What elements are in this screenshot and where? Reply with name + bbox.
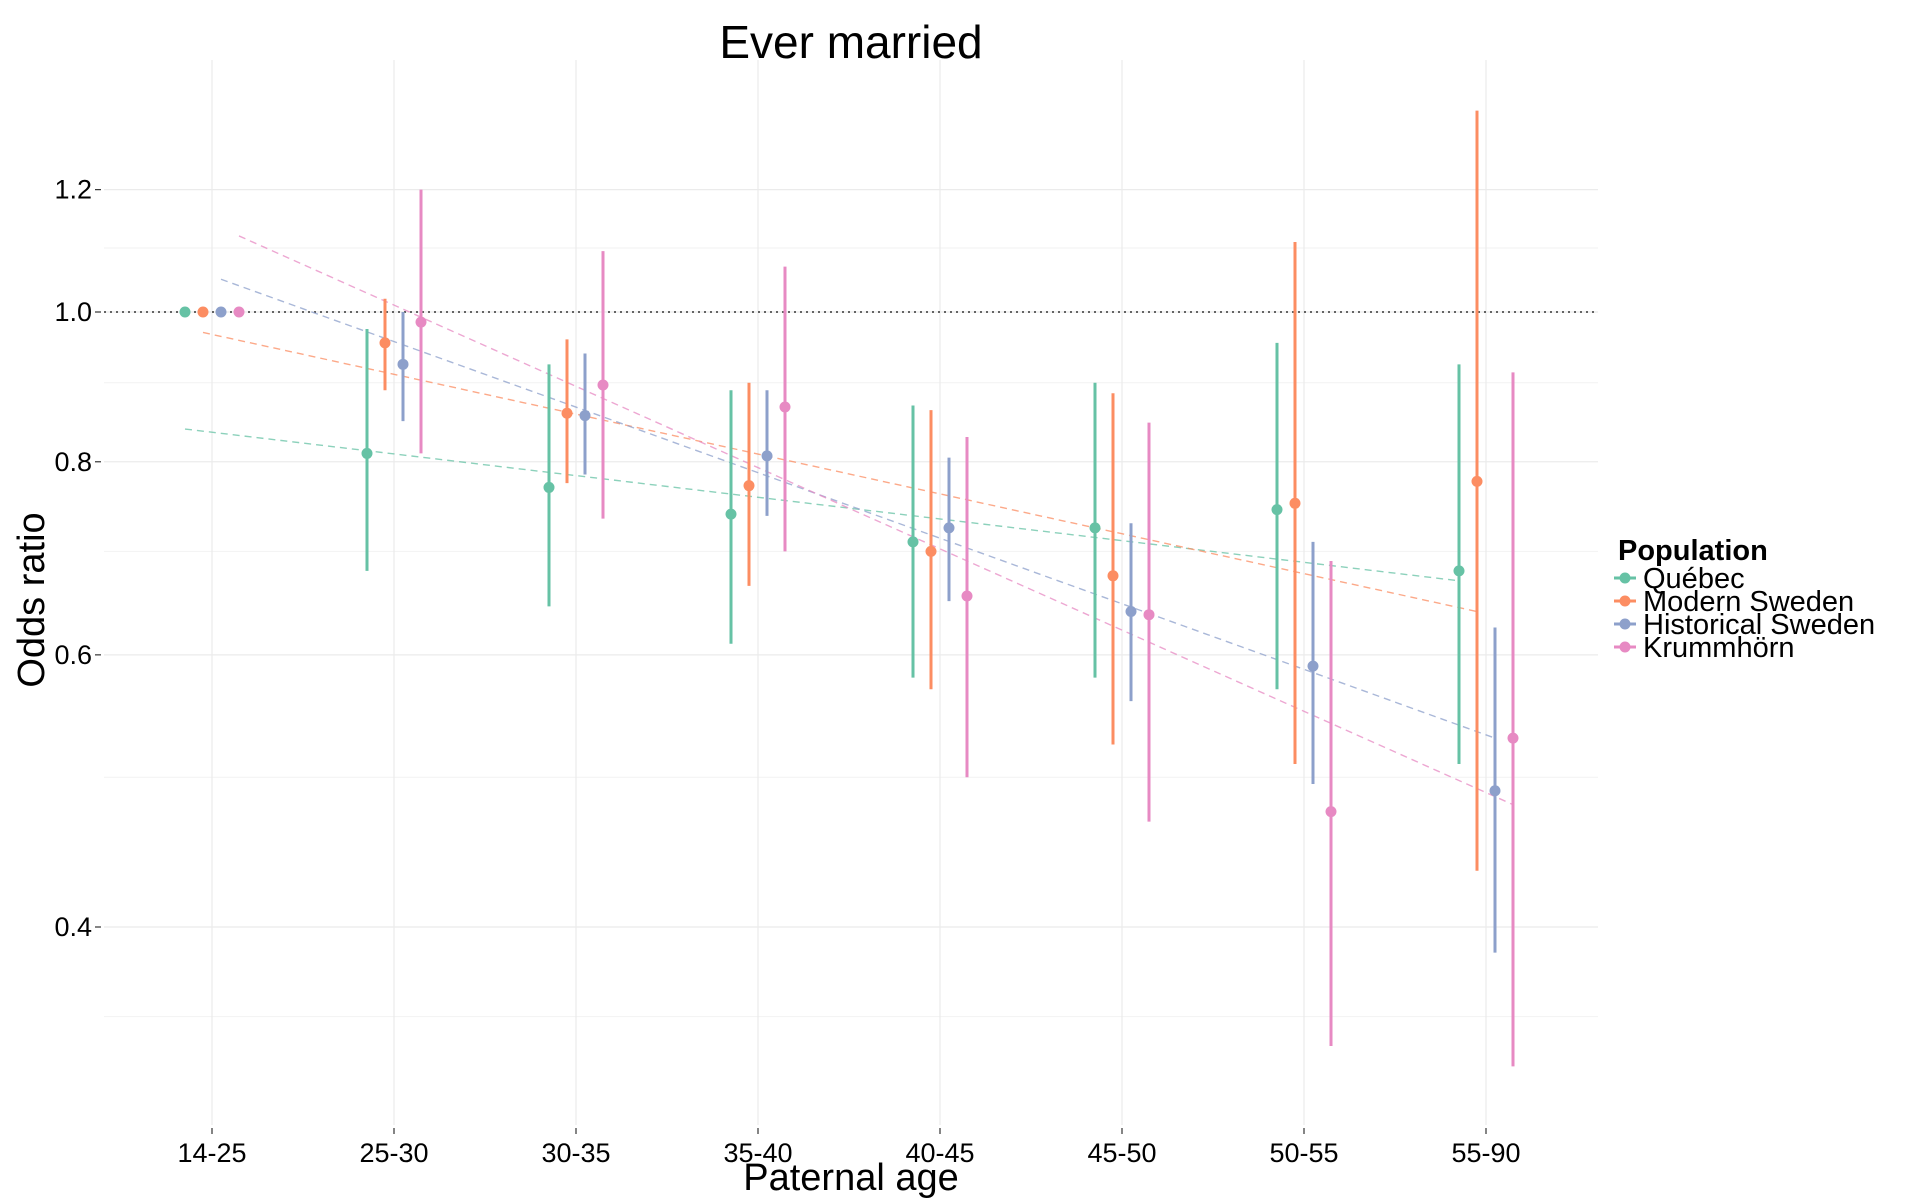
data-point bbox=[1489, 785, 1501, 797]
trend-line bbox=[184, 428, 1460, 582]
data-point bbox=[907, 536, 919, 548]
grid bbox=[104, 60, 1598, 1125]
y-axis-title: Odds ratio bbox=[11, 512, 53, 687]
x-tick-label: 30-35 bbox=[541, 1138, 610, 1168]
data-point bbox=[1125, 606, 1137, 618]
legend-label: Historical Sweden bbox=[1643, 609, 1875, 641]
x-tick-label: 25-30 bbox=[359, 1138, 428, 1168]
y-tick-label: 1.0 bbox=[54, 297, 92, 327]
x-tick-label: 14-25 bbox=[177, 1138, 246, 1168]
trend-lines bbox=[184, 235, 1514, 806]
legend-label: Québec bbox=[1643, 563, 1745, 595]
trend-line bbox=[202, 331, 1478, 613]
data-point bbox=[1507, 732, 1519, 744]
x-tick-label: 35-40 bbox=[723, 1138, 792, 1168]
data-point bbox=[415, 316, 427, 328]
data-point bbox=[597, 379, 609, 391]
data-point bbox=[925, 545, 937, 557]
y-tick-label: 0.6 bbox=[54, 640, 92, 670]
trend-line bbox=[238, 235, 1514, 806]
data-point bbox=[361, 447, 373, 459]
legend-title: Population bbox=[1618, 535, 1768, 567]
data-point bbox=[1453, 565, 1465, 577]
data-point bbox=[1089, 522, 1101, 534]
legend-label: Modern Sweden bbox=[1643, 586, 1854, 618]
data-point bbox=[779, 401, 791, 413]
data-point bbox=[561, 407, 573, 419]
y-tick-label: 0.8 bbox=[54, 447, 92, 477]
chart-title: Ever married bbox=[719, 16, 982, 68]
data-point bbox=[179, 306, 191, 318]
x-tick-label: 55-90 bbox=[1451, 1138, 1520, 1168]
data-point bbox=[1307, 660, 1319, 672]
data-point bbox=[1289, 497, 1301, 509]
data-point bbox=[215, 306, 227, 318]
data-point bbox=[397, 358, 409, 370]
x-tick-label: 45-50 bbox=[1087, 1138, 1156, 1168]
x-tick-label: 50-55 bbox=[1269, 1138, 1338, 1168]
data-point bbox=[379, 337, 391, 349]
legend-key-point bbox=[1619, 618, 1631, 630]
x-axis-title: Paternal age bbox=[743, 1157, 959, 1199]
data-point bbox=[743, 480, 755, 492]
data-point bbox=[761, 450, 773, 462]
data-point bbox=[233, 306, 245, 318]
y-axis: 0.4 0.6 0.8 1.0 1.2 bbox=[54, 175, 101, 942]
data-point bbox=[725, 508, 737, 520]
data-point bbox=[943, 522, 955, 534]
data-point bbox=[1143, 609, 1155, 621]
trend-line bbox=[220, 278, 1496, 739]
data-point bbox=[961, 590, 973, 602]
data-point bbox=[1107, 570, 1119, 582]
data-point bbox=[1325, 806, 1337, 818]
legend-key-point bbox=[1619, 641, 1631, 653]
y-tick-label: 0.4 bbox=[54, 912, 92, 942]
data-point bbox=[543, 481, 555, 493]
legend-key-point bbox=[1619, 572, 1631, 584]
x-tick-label: 40-45 bbox=[905, 1138, 974, 1168]
legend-label: Krummhörn bbox=[1643, 632, 1795, 664]
x-axis: 14-25 25-30 30-35 35-40 40-45 45-50 50-55 55-90 bbox=[177, 1128, 1521, 1168]
data-point bbox=[1471, 475, 1483, 487]
data-point bbox=[1271, 504, 1283, 516]
legend-key-point bbox=[1619, 595, 1631, 607]
data-marks bbox=[179, 110, 1519, 1067]
y-tick-label: 1.2 bbox=[54, 175, 92, 205]
data-point bbox=[197, 306, 209, 318]
data-point bbox=[579, 410, 591, 422]
